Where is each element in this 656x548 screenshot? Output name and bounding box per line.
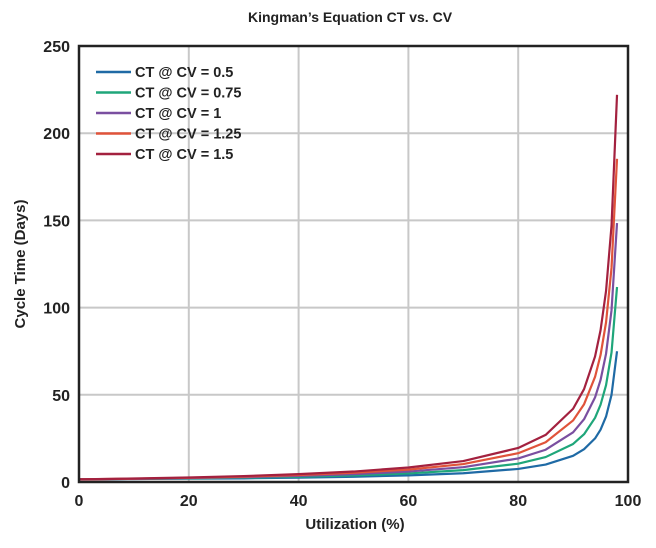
chart-title: Kingman’s Equation CT vs. CV <box>248 9 453 25</box>
tick-labels: 0 20 40 60 80 100 0 50 100 150 200 250 <box>43 39 641 510</box>
x-tick-label: 60 <box>400 493 418 510</box>
x-tick-label: 40 <box>290 493 308 510</box>
y-tick-label: 150 <box>43 213 70 230</box>
series-lines <box>78 94 619 481</box>
y-tick-label: 100 <box>43 301 70 318</box>
y-tick-label: 200 <box>43 126 70 143</box>
y-tick-label: 0 <box>61 475 70 492</box>
legend: CT @ CV = 0.5 CT @ CV = 0.75 CT @ CV = 1 CT… <box>96 65 241 163</box>
plot-frame <box>77 44 630 484</box>
series-line <box>78 94 619 481</box>
legend-label: CT @ CV = 0.5 <box>135 65 233 81</box>
x-axis-label: Utilization (%) <box>305 516 404 533</box>
x-tick-label: 100 <box>615 493 642 510</box>
series-line <box>78 286 619 481</box>
legend-label: CT @ CV = 1.25 <box>135 127 241 143</box>
series-line <box>78 158 619 481</box>
x-tick-label: 80 <box>509 493 527 510</box>
series-line <box>78 222 619 481</box>
x-tick-label: 0 <box>75 493 84 510</box>
legend-label: CT @ CV = 1 <box>135 106 221 122</box>
y-axis-label: Cycle Time (Days) <box>12 200 29 329</box>
y-tick-label: 250 <box>43 39 70 56</box>
legend-label: CT @ CV = 0.75 <box>135 86 241 102</box>
y-tick-label: 50 <box>52 388 70 405</box>
x-tick-label: 20 <box>180 493 198 510</box>
legend-label: CT @ CV = 1.5 <box>135 147 233 163</box>
